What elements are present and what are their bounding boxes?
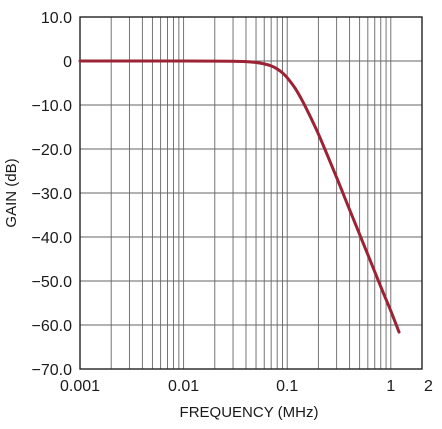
x-axis-label: FREQUENCY (MHz)	[180, 404, 319, 421]
y-tick-label: 0	[63, 54, 72, 71]
x-tick-label: 0.01	[168, 378, 199, 395]
y-tick-labels: 10.0 0 −10.0 −20.0 −30.0 −40.0 −50.0 −60.0 −70.0	[32, 10, 73, 379]
gain-response-line	[78, 59, 401, 334]
y-tick-label: −50.0	[32, 274, 73, 291]
y-tick-label: −20.0	[32, 142, 73, 159]
y-tick-label: −30.0	[32, 186, 73, 203]
y-axis-label: GAIN (dB)	[3, 158, 20, 227]
x-tick-label: 0.001	[60, 378, 100, 395]
series-group	[78, 59, 401, 334]
y-tick-label: 10.0	[41, 10, 72, 27]
x-tick-label: 0.1	[276, 378, 298, 395]
x-tick-labels: 0.001 0.01 0.1 1 2	[60, 378, 433, 395]
y-tick-label: −40.0	[32, 230, 73, 247]
x-tick-label: 1	[386, 378, 395, 395]
y-tick-label: −60.0	[32, 318, 73, 335]
y-tick-label: −10.0	[32, 98, 73, 115]
y-tick-label: −70.0	[32, 362, 73, 379]
x-tick-label: 2	[424, 378, 433, 395]
grid-lines	[80, 17, 422, 369]
plot-frame	[79, 16, 423, 370]
